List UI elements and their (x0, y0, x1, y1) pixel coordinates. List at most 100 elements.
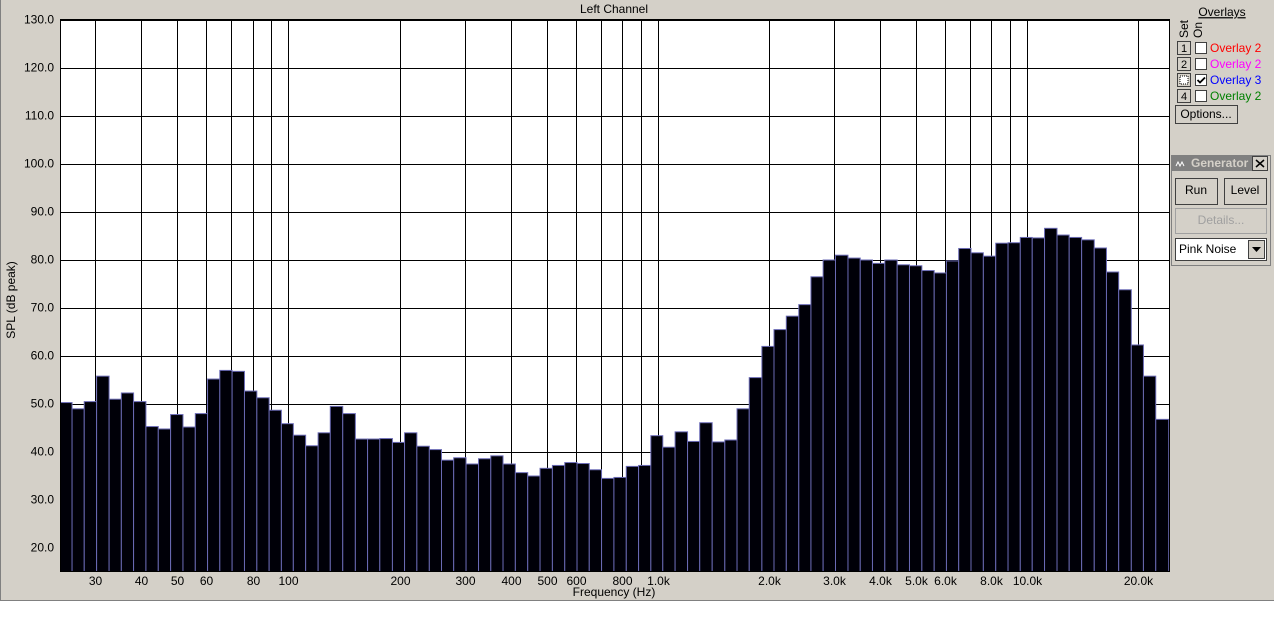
x-tick-label: 80 (247, 574, 261, 588)
overlay-label[interactable]: Overlay 2 (1210, 57, 1262, 71)
set-button-label[interactable]: 4 (1181, 91, 1187, 103)
x-axis-label: Frequency (Hz) (573, 585, 656, 599)
overlay-checkbox[interactable] (1195, 58, 1207, 70)
bar (1019, 236, 1033, 572)
x-tick-label: 100 (278, 574, 298, 588)
source-select-value[interactable]: Pink Noise (1179, 242, 1237, 256)
bar (231, 370, 245, 572)
overlay-label[interactable]: Overlay 2 (1210, 89, 1262, 103)
bar (896, 264, 910, 572)
bar (1093, 247, 1107, 572)
bar (1142, 375, 1157, 572)
x-tick-label: 40 (135, 574, 149, 588)
bar (773, 329, 787, 572)
y-tick-label: 40.0 (31, 445, 55, 459)
x-tick-label: 1.0k (647, 574, 671, 588)
overlay-checkbox[interactable] (1195, 90, 1207, 102)
set-button-label[interactable]: 2 (1181, 59, 1187, 71)
bar (908, 265, 923, 572)
level-button[interactable] (1224, 178, 1267, 205)
level-button-label[interactable]: Level (1231, 183, 1260, 197)
bar (157, 428, 172, 572)
bar (1130, 344, 1144, 572)
y-tick-label: 50.0 (31, 397, 55, 411)
set-button-label[interactable]: 1 (1181, 43, 1187, 55)
x-tick-label: 800 (612, 574, 632, 588)
bar (921, 270, 935, 572)
bar (268, 409, 282, 572)
bar (724, 439, 738, 572)
set-button[interactable] (1177, 41, 1191, 55)
bar (995, 242, 1009, 572)
x-tick-label: 50 (171, 574, 185, 588)
x-tick-label: 60 (200, 574, 214, 588)
bar (367, 438, 381, 572)
x-tick-label: 8.0k (980, 574, 1004, 588)
bar (687, 440, 701, 572)
bar (674, 431, 689, 572)
bar (292, 434, 307, 572)
select-arrow[interactable] (1252, 247, 1261, 252)
bar (601, 477, 615, 572)
x-tick-label: 4.0k (869, 574, 893, 588)
overlay-checkbox[interactable] (1195, 74, 1207, 86)
bar (822, 259, 836, 572)
bar (662, 446, 676, 572)
bar (453, 457, 467, 572)
x-tick-label: 200 (390, 574, 410, 588)
bar (884, 259, 898, 572)
close-icon[interactable] (1255, 159, 1265, 168)
set-icon[interactable] (1179, 75, 1189, 85)
set-header: Set (1177, 19, 1191, 38)
source-select[interactable] (1175, 238, 1267, 261)
bar (810, 276, 824, 572)
bar (613, 476, 627, 572)
overlay-label[interactable]: Overlay 3 (1210, 73, 1262, 87)
bar (748, 377, 763, 572)
checkmark[interactable] (1196, 76, 1206, 84)
bar (329, 405, 344, 572)
bar (1044, 227, 1058, 572)
chart-title: Left Channel (580, 2, 648, 16)
bar (194, 413, 209, 572)
y-tick-label: 100.0 (24, 157, 54, 171)
overlay-rows: 1 Overlay 2 2 Overlay 2 Overlay 3 4 Overlay 2 (1177, 41, 1262, 103)
bar (305, 445, 319, 572)
bar (711, 441, 726, 572)
details-button (1175, 208, 1267, 234)
bar (1007, 242, 1021, 572)
bar (404, 432, 418, 572)
run-button[interactable] (1175, 178, 1218, 205)
run-button-label[interactable]: Run (1185, 183, 1207, 197)
bar (551, 464, 566, 572)
bar (650, 435, 664, 572)
bar (638, 464, 652, 572)
bar (182, 426, 196, 572)
bar (502, 463, 516, 572)
bar (71, 408, 85, 572)
set-button[interactable] (1177, 89, 1191, 103)
bar (945, 260, 960, 572)
bar (145, 426, 159, 572)
bar (1118, 289, 1132, 572)
bar (798, 304, 812, 572)
bars (60, 227, 1169, 572)
bar (478, 458, 492, 572)
bar (207, 378, 221, 572)
options-button[interactable] (1175, 105, 1238, 124)
bar (280, 423, 294, 572)
set-button[interactable] (1177, 57, 1191, 71)
generator-titlebar (1172, 156, 1252, 171)
overlay-label[interactable]: Overlay 2 (1210, 41, 1262, 55)
on-header: On (1191, 22, 1205, 38)
bar (1056, 234, 1070, 572)
bar (625, 465, 640, 572)
overlays-title[interactable]: Overlays (1198, 5, 1245, 19)
y-tick-label: 20.0 (31, 541, 55, 555)
bar (416, 445, 430, 572)
overlay-checkbox[interactable] (1195, 42, 1207, 54)
options-button-label[interactable]: Options... (1180, 107, 1231, 121)
details-button-label: Details... (1198, 213, 1245, 227)
bar (576, 463, 590, 572)
bar (256, 397, 270, 572)
